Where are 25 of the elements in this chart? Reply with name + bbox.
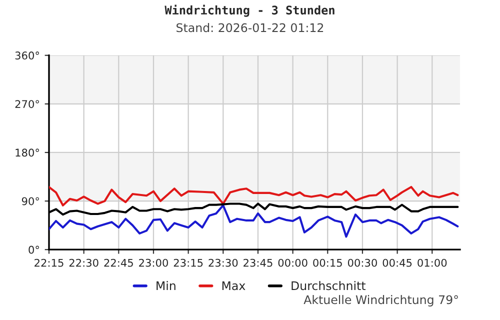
x-tick-label: 22:45 bbox=[104, 258, 133, 267]
x-tick-label: 23:30 bbox=[208, 258, 238, 267]
y-tick-label: 0° bbox=[28, 246, 39, 254]
x-tick-label: 23:45 bbox=[244, 258, 272, 267]
x-tick-label: 22:15 bbox=[34, 258, 64, 267]
x-tick-label: 23:15 bbox=[174, 258, 203, 267]
y-tick-label: 90° bbox=[22, 197, 39, 206]
x-tick-label: 00:30 bbox=[348, 258, 377, 267]
x-tick-label: 01:00 bbox=[418, 258, 447, 267]
x-tick-label: 22:30 bbox=[69, 258, 98, 267]
y-tick-label: 270° bbox=[15, 100, 39, 108]
x-tick-label: 23:00 bbox=[139, 258, 168, 267]
legend-label: Durchschnitt bbox=[292, 281, 366, 290]
line-series bbox=[49, 186, 459, 206]
chart-title: Windrichtung - 3 Stunden bbox=[164, 4, 334, 17]
line-series bbox=[49, 204, 459, 238]
chart-subtitle: Stand: 2026-01-22 01:12 bbox=[176, 23, 324, 32]
legend-label: Min bbox=[156, 281, 176, 290]
text: Aktuelle Windrichtung 79° bbox=[304, 295, 458, 306]
y-tick-label: 180° bbox=[16, 148, 39, 157]
x-tick-label: 00:00 bbox=[278, 258, 308, 267]
x-tick-label: 00:45 bbox=[382, 258, 412, 267]
x-tick-label: 00:15 bbox=[313, 258, 342, 267]
y-tick-label: 360° bbox=[15, 52, 39, 60]
legend-label: Max bbox=[222, 281, 246, 290]
